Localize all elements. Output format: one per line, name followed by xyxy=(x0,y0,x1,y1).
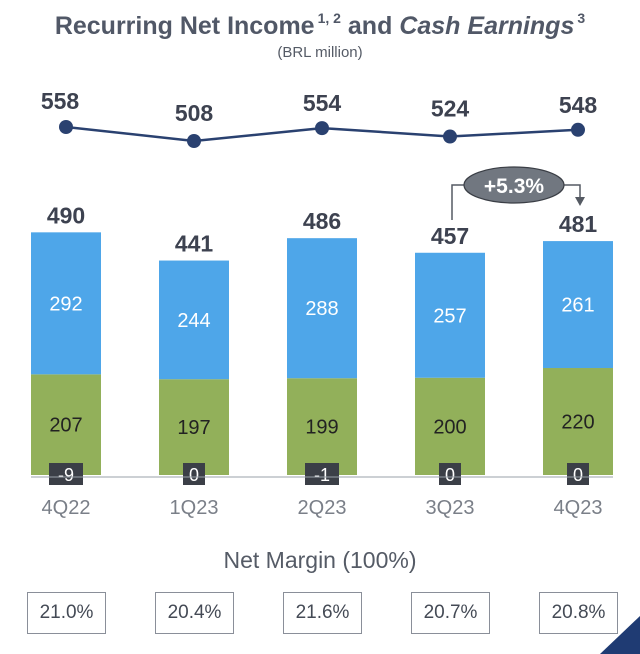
line-point xyxy=(59,120,73,134)
bar-value-low: 0 xyxy=(445,465,455,485)
growth-arrow-head xyxy=(575,197,585,206)
title-main: Recurring Net Income xyxy=(54,12,315,40)
bar-segment-low xyxy=(439,463,461,485)
bar-value-middle: 207 xyxy=(49,415,82,437)
bar-value-top: 261 xyxy=(561,295,594,317)
bar-value-middle: 200 xyxy=(433,416,466,438)
line-point xyxy=(187,134,201,148)
bar-segment-low xyxy=(183,463,205,485)
title-main-sup: 1, 2 xyxy=(317,10,341,26)
bar-value-low: 0 xyxy=(573,465,583,485)
chart-area: 292 207 490 -9 4Q22 244 197 441 0 1Q23 288 199 486 -1… xyxy=(31,88,613,519)
bar-value-middle: 220 xyxy=(561,412,594,434)
bar-segment-top xyxy=(31,232,101,375)
bar-value-top: 292 xyxy=(49,293,82,315)
bar-segment-low xyxy=(567,463,589,485)
bar-total-label: 486 xyxy=(303,208,341,234)
bar-total-label: 457 xyxy=(431,223,469,249)
net-margin-value: 21.6% xyxy=(283,592,362,634)
x-tick-label: 1Q23 xyxy=(170,497,219,519)
net-margin-title: Net Margin (100%) xyxy=(223,547,417,573)
net-margin-value: 20.4% xyxy=(155,592,234,634)
x-tick-label: 4Q23 xyxy=(554,497,603,519)
chart-subtitle: (BRL million) xyxy=(277,44,363,61)
net-margin-value: 20.8% xyxy=(539,592,618,634)
title-italic: Cash Earnings xyxy=(399,12,575,40)
bar-total-label: 441 xyxy=(175,231,214,257)
bar-segment-top xyxy=(159,260,229,380)
line-point xyxy=(443,129,457,144)
net-margin-value: 21.0% xyxy=(27,592,106,634)
x-tick-label: 2Q23 xyxy=(298,497,347,519)
title-connector: and xyxy=(347,12,393,40)
bar-segment-middle xyxy=(415,377,485,475)
bar-value-top: 257 xyxy=(433,305,466,327)
bar-total-label: 490 xyxy=(47,202,85,228)
line-point xyxy=(315,121,329,136)
bar-segment-low xyxy=(305,463,339,485)
growth-badge-label: +5.3% xyxy=(484,175,544,198)
bar-value-middle: 199 xyxy=(305,417,338,439)
x-tick-label: 3Q23 xyxy=(426,497,475,519)
title-italic-sup: 3 xyxy=(577,10,586,26)
bar-segment-top xyxy=(543,241,613,369)
growth-badge xyxy=(463,166,565,204)
bar-segment-middle xyxy=(543,368,613,475)
bar-value-low: 0 xyxy=(189,465,199,485)
line-point-label: 524 xyxy=(431,96,470,122)
line-point-label: 548 xyxy=(559,92,598,118)
line-point-label: 558 xyxy=(41,88,80,114)
bar-segment-top xyxy=(415,252,485,378)
x-tick-label: 4Q22 xyxy=(42,497,91,519)
chart-title: Recurring Net Income 1, 2 and Cash Earnin… xyxy=(0,10,640,41)
bar-value-top: 244 xyxy=(177,310,210,332)
bar-segment-top xyxy=(287,238,357,379)
bar-value-low: -1 xyxy=(314,465,330,485)
bar-segment-middle xyxy=(287,378,357,475)
bar-total-label: 481 xyxy=(559,211,598,237)
line-point xyxy=(571,122,585,137)
bar-value-top: 288 xyxy=(305,298,338,320)
bar-value-middle: 197 xyxy=(177,417,210,439)
line-point-label: 508 xyxy=(175,100,214,126)
bar-value-low: -9 xyxy=(58,465,74,485)
line-point-label: 554 xyxy=(303,90,342,116)
bar-segment-low xyxy=(49,463,83,485)
net-margin-value: 20.7% xyxy=(411,592,490,634)
bar-segment-middle xyxy=(159,379,229,475)
bar-segment-middle xyxy=(31,374,101,475)
